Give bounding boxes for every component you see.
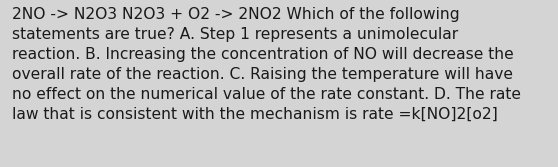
Text: 2NO -> N2O3 N2O3 + O2 -> 2NO2 Which of the following
statements are true? A. Ste: 2NO -> N2O3 N2O3 + O2 -> 2NO2 Which of t… (12, 7, 521, 122)
